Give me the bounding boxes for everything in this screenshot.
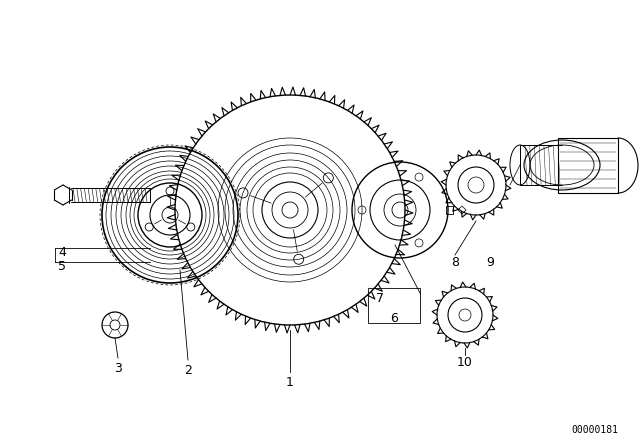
Text: 8: 8: [451, 255, 459, 268]
Text: 5: 5: [58, 259, 66, 272]
Text: 9: 9: [486, 255, 494, 268]
Bar: [446, 206, 453, 214]
Bar: [558, 138, 618, 193]
Text: 00000181: 00000181: [571, 425, 618, 435]
Bar: [368, 288, 420, 323]
Text: 7: 7: [376, 292, 384, 305]
Text: 2: 2: [184, 363, 192, 376]
Text: 4: 4: [58, 246, 66, 258]
Text: 6: 6: [390, 311, 398, 324]
Text: 10: 10: [457, 356, 473, 369]
Text: 1: 1: [286, 375, 294, 388]
Text: 3: 3: [114, 362, 122, 375]
